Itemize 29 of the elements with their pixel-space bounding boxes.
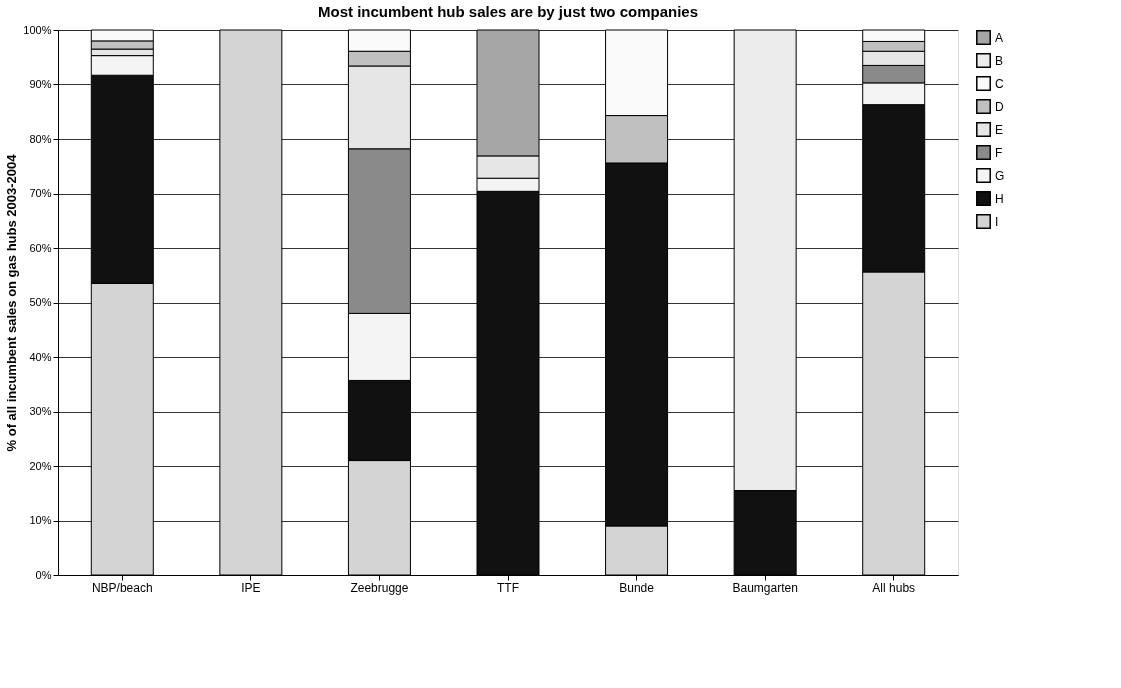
y-tick-label: 60%	[29, 241, 52, 254]
legend-label: A	[995, 30, 1004, 45]
y-tick-label: 90%	[29, 78, 52, 90]
y-tick-label: 0%	[35, 568, 52, 581]
y-tick-label: 50%	[29, 296, 52, 308]
legend-label: H	[995, 191, 1004, 206]
legend-label: F	[995, 145, 1003, 160]
legend-label: C	[995, 76, 1004, 91]
y-tick-label: 30%	[29, 405, 52, 417]
x-tick-label: Bunde	[619, 580, 655, 595]
y-tick-label: 70%	[29, 187, 52, 199]
legend-label: I	[995, 214, 999, 229]
legend-label: B	[995, 53, 1004, 68]
legend-label: D	[995, 99, 1004, 114]
x-tick-label: All hubs	[872, 580, 916, 595]
x-tick-label: Baumgarten	[732, 580, 798, 595]
y-tick-label: 40%	[29, 350, 52, 363]
y-tick-label: 10%	[29, 514, 52, 526]
chart-title: Most incumbent hub sales are by just two companies	[317, 3, 699, 20]
y-tick-label: 80%	[29, 132, 52, 145]
y-tick-label: 100%	[23, 23, 52, 36]
x-tick-label: IPE	[241, 580, 261, 595]
y-tick-label: 20%	[29, 459, 52, 472]
x-tick-label: Zeebrugge	[350, 580, 409, 595]
y-axis-title: % of all incumbent sales on gas hubs 2003-2004	[4, 153, 20, 452]
x-tick-label: NBP/beach	[91, 580, 153, 595]
legend-label: G	[995, 168, 1005, 183]
legend-label: E	[995, 122, 1004, 137]
x-tick-label: TTF	[497, 580, 519, 595]
